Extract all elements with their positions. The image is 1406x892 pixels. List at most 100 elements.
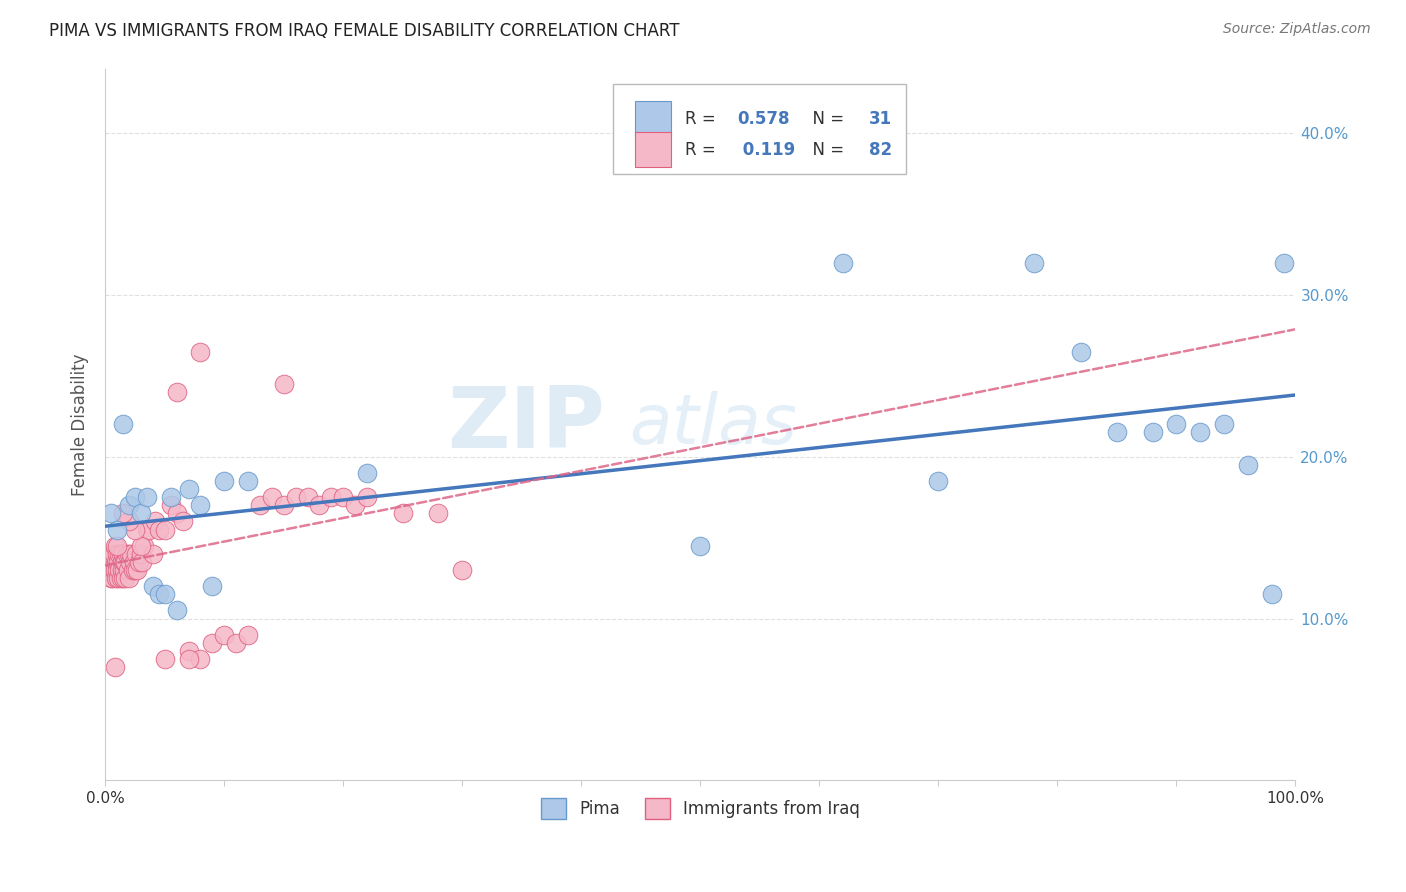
Text: 0.119: 0.119 — [737, 141, 796, 159]
Point — [212, 474, 235, 488]
Point — [112, 563, 135, 577]
Point — [114, 571, 136, 585]
Point — [100, 547, 122, 561]
Point — [201, 636, 224, 650]
Point — [273, 498, 295, 512]
Point — [97, 555, 120, 569]
Point — [103, 547, 125, 561]
Point — [236, 474, 259, 488]
Point — [143, 515, 166, 529]
Text: Source: ZipAtlas.com: Source: ZipAtlas.com — [1223, 22, 1371, 37]
Point — [249, 498, 271, 512]
Point — [391, 507, 413, 521]
Point — [284, 490, 307, 504]
Point — [98, 563, 121, 577]
Text: PIMA VS IMMIGRANTS FROM IRAQ FEMALE DISABILITY CORRELATION CHART: PIMA VS IMMIGRANTS FROM IRAQ FEMALE DISA… — [49, 22, 679, 40]
Point — [190, 652, 212, 666]
Point — [159, 498, 181, 512]
Text: ZIP: ZIP — [447, 383, 605, 466]
Point — [124, 563, 146, 577]
Point — [142, 579, 165, 593]
Point — [124, 523, 146, 537]
Text: 0.578: 0.578 — [737, 110, 790, 128]
Point — [103, 563, 125, 577]
Point — [114, 555, 136, 569]
Point — [129, 507, 152, 521]
Point — [104, 563, 127, 577]
Point — [100, 571, 122, 585]
Point — [1260, 587, 1282, 601]
Point — [332, 490, 354, 504]
Point — [142, 547, 165, 561]
Point — [153, 652, 176, 666]
Point — [105, 539, 128, 553]
Point — [177, 644, 200, 658]
Point — [138, 523, 160, 537]
Point — [111, 555, 134, 569]
Point — [1105, 425, 1128, 440]
Point — [101, 571, 124, 585]
Point — [1142, 425, 1164, 440]
Point — [129, 547, 152, 561]
Point — [112, 417, 135, 432]
Point — [100, 507, 122, 521]
Point — [105, 563, 128, 577]
Text: atlas: atlas — [628, 391, 797, 458]
Point — [451, 563, 474, 577]
Point — [131, 555, 153, 569]
Point — [110, 571, 132, 585]
Point — [148, 523, 170, 537]
Point — [122, 555, 145, 569]
Point — [112, 547, 135, 561]
Point — [927, 474, 949, 488]
Point — [1070, 344, 1092, 359]
Point — [212, 628, 235, 642]
Point — [321, 490, 343, 504]
Point — [115, 547, 138, 561]
Text: N =: N = — [801, 110, 849, 128]
Text: R =: R = — [685, 141, 721, 159]
Point — [108, 563, 131, 577]
Point — [118, 515, 141, 529]
Point — [1237, 458, 1260, 472]
Point — [128, 555, 150, 569]
Point — [117, 563, 139, 577]
Point — [190, 344, 212, 359]
Point — [118, 547, 141, 561]
Point — [190, 498, 212, 512]
Point — [135, 523, 157, 537]
Point — [107, 571, 129, 585]
Point — [125, 547, 148, 561]
Point — [118, 571, 141, 585]
Point — [356, 466, 378, 480]
Point — [105, 547, 128, 561]
Point — [105, 523, 128, 537]
Point — [129, 539, 152, 553]
Point — [112, 555, 135, 569]
Point — [1189, 425, 1212, 440]
Point — [166, 385, 188, 400]
Text: R =: R = — [685, 110, 721, 128]
Point — [104, 539, 127, 553]
Point — [159, 490, 181, 504]
Text: 82: 82 — [869, 141, 893, 159]
Point — [101, 547, 124, 561]
Point — [427, 507, 450, 521]
Point — [177, 652, 200, 666]
Point — [1213, 417, 1236, 432]
Point — [104, 660, 127, 674]
Point — [107, 555, 129, 569]
Point — [166, 507, 188, 521]
Point — [108, 547, 131, 561]
Point — [832, 255, 855, 269]
Point — [112, 507, 135, 521]
Point — [127, 563, 149, 577]
Point — [104, 571, 127, 585]
Point — [166, 603, 188, 617]
Point — [1022, 255, 1045, 269]
Text: 31: 31 — [869, 110, 893, 128]
Text: N =: N = — [801, 141, 849, 159]
Point — [118, 498, 141, 512]
Point — [121, 563, 143, 577]
Point — [1272, 255, 1295, 269]
